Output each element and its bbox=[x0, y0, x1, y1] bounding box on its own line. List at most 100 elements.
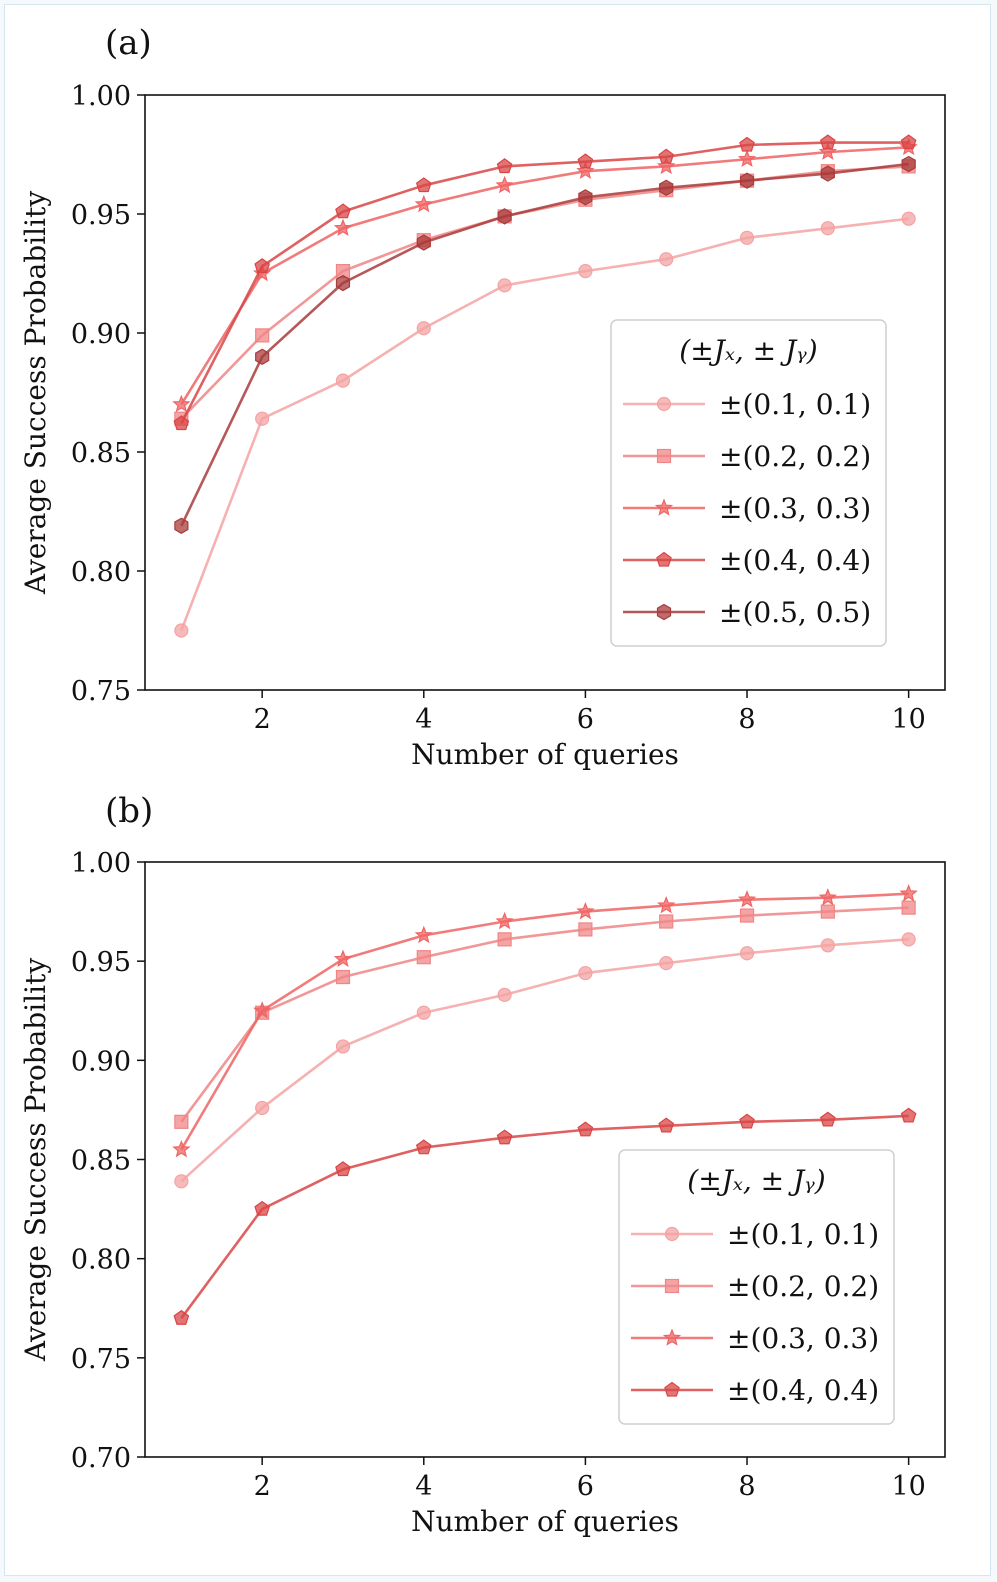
data-point bbox=[172, 1139, 191, 1158]
data-point bbox=[578, 965, 593, 981]
data-point bbox=[576, 901, 595, 920]
x-tick-label: 10 bbox=[891, 1471, 925, 1502]
data-point bbox=[255, 411, 270, 426]
legend-box bbox=[610, 319, 887, 647]
y-tick-label: 0.75 bbox=[71, 1344, 131, 1375]
data-point bbox=[335, 203, 351, 219]
series-line bbox=[180, 892, 909, 1151]
data-point bbox=[901, 900, 916, 915]
y-tick-label: 0.80 bbox=[71, 1245, 131, 1276]
data-point bbox=[497, 208, 512, 225]
legend-label: ±(0.1, 0.1) bbox=[719, 388, 871, 421]
data-point bbox=[818, 142, 837, 160]
y-tick-label: 0.85 bbox=[71, 1146, 131, 1177]
y-tick-label: 0.95 bbox=[71, 200, 131, 231]
legend: (±Jₓ, ± Jᵧ) ±(0.1, 0.1) ±(0.2, 0.2) ±(0.3, … bbox=[618, 1149, 895, 1425]
data-point bbox=[658, 148, 675, 164]
series-line bbox=[180, 906, 909, 1123]
data-point bbox=[901, 155, 916, 173]
data-point bbox=[659, 179, 674, 197]
data-point bbox=[659, 914, 674, 929]
series-line bbox=[180, 217, 909, 631]
data-point bbox=[253, 1001, 272, 1019]
data-point bbox=[414, 194, 433, 213]
data-point bbox=[174, 517, 189, 534]
legend-marker bbox=[662, 1328, 682, 1346]
data-point bbox=[576, 161, 595, 179]
data-point bbox=[657, 156, 676, 175]
x-tick-label: 6 bbox=[577, 1471, 594, 1502]
data-point bbox=[333, 949, 353, 967]
data-point bbox=[174, 1114, 189, 1129]
figure-canvas: (a) (b) 0.75 0.80 0.85 0.90 0.95 1.00 2 4 6 8 10 Nu… bbox=[19, 23, 946, 1538]
plot-frame bbox=[144, 94, 946, 691]
data-point bbox=[255, 1100, 270, 1116]
panel-a-label: (a) bbox=[105, 23, 152, 63]
data-point bbox=[899, 884, 918, 902]
x-axis-label: Number of queries bbox=[411, 1505, 679, 1538]
data-point bbox=[173, 415, 190, 431]
data-point bbox=[415, 177, 432, 193]
x-tick-label: 2 bbox=[254, 704, 271, 735]
data-point bbox=[739, 1113, 755, 1129]
y-tick-label: 1.00 bbox=[71, 848, 131, 879]
series-3 bbox=[173, 1107, 917, 1325]
data-point bbox=[819, 134, 836, 150]
data-point bbox=[818, 888, 837, 906]
legend-title: (±Jₓ, ± Jᵧ) bbox=[687, 1164, 825, 1197]
data-point bbox=[497, 278, 512, 293]
data-point bbox=[739, 136, 755, 152]
data-point bbox=[739, 230, 755, 245]
data-point bbox=[333, 218, 353, 237]
data-point bbox=[414, 925, 433, 944]
y-tick-label: 0.70 bbox=[71, 1443, 131, 1474]
data-point bbox=[578, 264, 593, 279]
data-point bbox=[737, 890, 757, 908]
series-2 bbox=[172, 884, 918, 1158]
x-tick-label: 8 bbox=[738, 704, 755, 735]
legend-marker bbox=[656, 603, 672, 621]
plot-frame bbox=[144, 861, 946, 1458]
y-axis-label: Average Success Probability bbox=[19, 191, 52, 595]
data-point bbox=[901, 932, 916, 947]
data-point bbox=[496, 1129, 513, 1145]
data-point bbox=[495, 911, 514, 930]
series-1 bbox=[174, 900, 916, 1129]
data-point bbox=[577, 153, 594, 169]
data-point bbox=[335, 1161, 351, 1177]
data-point bbox=[659, 956, 674, 971]
y-tick-label: 0.80 bbox=[71, 557, 131, 588]
data-point bbox=[416, 1005, 431, 1020]
legend-marker bbox=[654, 498, 674, 516]
series-line bbox=[180, 1114, 909, 1319]
data-point bbox=[497, 932, 512, 947]
data-point bbox=[497, 987, 512, 1002]
x-tick-label: 10 bbox=[891, 704, 925, 735]
y-tick-label: 1.00 bbox=[71, 81, 131, 112]
series-line bbox=[180, 141, 909, 425]
legend-label: ±(0.3, 0.3) bbox=[727, 1322, 879, 1355]
data-point bbox=[659, 252, 674, 267]
data-point bbox=[819, 1111, 836, 1127]
data-point bbox=[820, 221, 835, 236]
data-point bbox=[172, 394, 191, 413]
legend-marker bbox=[656, 448, 672, 464]
data-point bbox=[739, 172, 755, 189]
legend-label: ±(0.1, 0.1) bbox=[727, 1218, 879, 1251]
data-point bbox=[174, 1174, 189, 1189]
series-4 bbox=[174, 155, 916, 534]
data-point bbox=[335, 373, 351, 388]
chart-b: 0.70 0.75 0.80 0.85 0.90 0.95 1.00 2 4 6 8 10 Number… bbox=[19, 848, 946, 1538]
data-point bbox=[578, 922, 593, 937]
data-point bbox=[739, 908, 755, 923]
data-point bbox=[900, 134, 917, 150]
y-axis-label: Average Success Probability bbox=[19, 958, 52, 1362]
data-point bbox=[820, 938, 835, 953]
data-point bbox=[901, 211, 916, 226]
legend-label: ±(0.3, 0.3) bbox=[719, 492, 871, 525]
data-point bbox=[900, 1107, 917, 1123]
series-0 bbox=[174, 932, 916, 1189]
data-point bbox=[495, 175, 514, 194]
data-point bbox=[173, 1309, 190, 1325]
y-tick-label: 0.90 bbox=[71, 319, 131, 350]
